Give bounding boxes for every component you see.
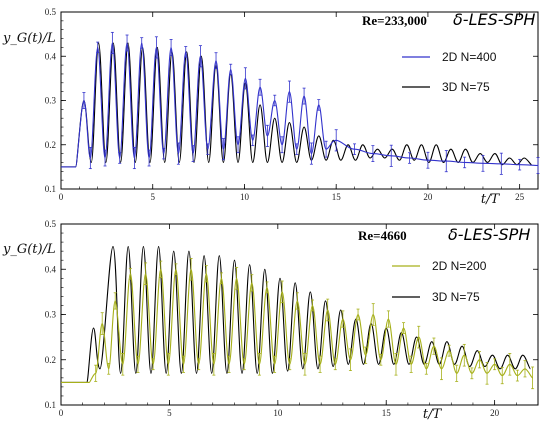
x-tick-label: 5 — [167, 408, 172, 418]
y-tick-label: 0.4 — [45, 51, 57, 61]
error-bars-series-1 — [94, 257, 535, 390]
reynolds-annotation: Re=233,000 — [362, 13, 427, 28]
series-line-1 — [61, 268, 533, 383]
series-line-2 — [61, 246, 531, 383]
y-tick-label: 0.2 — [45, 140, 56, 150]
legend-label-2: 3D N=75 — [442, 80, 490, 94]
y-tick-label: 0.3 — [45, 310, 57, 320]
x-tick-label: 20 — [490, 408, 500, 418]
y-tick-label: 0.5 — [45, 219, 57, 229]
method-annotation: δ-LES-SPH — [453, 10, 535, 29]
legend-label-2: 3D N=75 — [432, 290, 480, 304]
legend-label-1: 2D N=200 — [432, 259, 487, 273]
y-axis-label: y_G(t)/L — [2, 31, 56, 46]
y-tick-label: 0.5 — [45, 7, 57, 17]
x-tick-label: 20 — [423, 192, 433, 202]
error-bars-series-1 — [82, 31, 540, 175]
y-tick-label: 0.3 — [45, 96, 57, 106]
y-tick-label: 0.2 — [45, 355, 56, 365]
y-tick-label: 0.1 — [45, 400, 56, 410]
reynolds-annotation: Re=4660 — [358, 228, 407, 243]
chart-panel-2: 0.1 0.2 0.3 0.4 0.5 0 5 10 15 20 t/T y_G(t)/L Re=466… — [2, 219, 539, 422]
method-annotation: δ-LES-SPH — [448, 225, 530, 244]
x-tick-label: 0 — [59, 408, 64, 418]
x-tick-label: 15 — [332, 192, 342, 202]
x-tick-label: 15 — [382, 408, 392, 418]
x-tick-label: 5 — [150, 192, 155, 202]
x-tick-label: 10 — [240, 192, 250, 202]
x-tick-label: 25 — [515, 192, 525, 202]
y-axis-label: y_G(t)/L — [2, 242, 56, 257]
x-axis-label: t/T — [423, 407, 443, 422]
x-tick-label: 0 — [59, 192, 64, 202]
legend-label-1: 2D N=400 — [442, 50, 497, 64]
series-line-2 — [61, 42, 532, 168]
x-tick-label: 10 — [273, 408, 283, 418]
y-tick-label: 0.4 — [45, 264, 57, 274]
chart-panel-1: 0.1 0.2 0.3 0.4 0.5 0 5 10 15 20 25 t/T y_G(t)/L Re=2… — [2, 7, 540, 207]
y-tick-label: 0.1 — [45, 184, 56, 194]
x-axis-label: t/T — [481, 192, 501, 207]
